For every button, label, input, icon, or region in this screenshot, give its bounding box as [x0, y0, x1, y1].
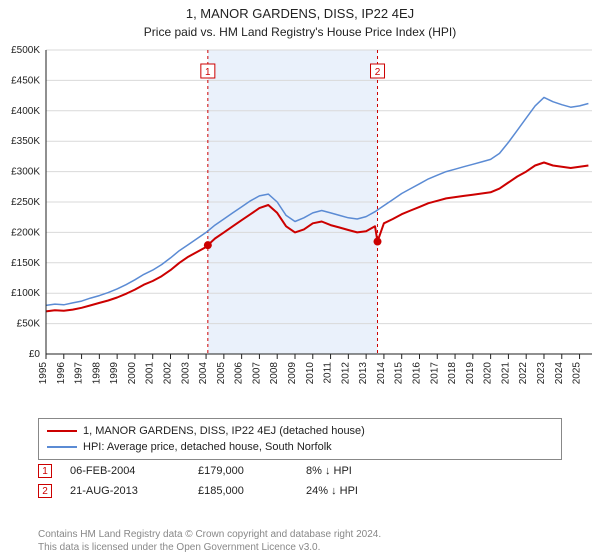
footer-attribution: Contains HM Land Registry data © Crown c… [38, 529, 562, 554]
footer-line-2: This data is licensed under the Open Gov… [38, 542, 562, 555]
svg-text:2006: 2006 [234, 362, 245, 385]
sale-row-2: 2 21-AUG-2013 £185,000 24% ↓ HPI [38, 484, 562, 498]
sale-date-1: 06-FEB-2004 [70, 465, 180, 477]
svg-text:2022: 2022 [518, 362, 529, 385]
svg-text:2014: 2014 [376, 362, 387, 385]
svg-text:1996: 1996 [56, 362, 67, 385]
svg-text:2003: 2003 [180, 362, 191, 385]
svg-text:2007: 2007 [251, 362, 262, 385]
sale-marker-1: 1 [38, 464, 52, 478]
svg-text:2024: 2024 [554, 362, 565, 385]
legend-swatch-hpi [47, 446, 77, 448]
svg-text:2008: 2008 [269, 362, 280, 385]
svg-text:1: 1 [205, 67, 211, 78]
price-chart: £0 £50K £100K £150K £200K £250K £300K £350K £400… [0, 44, 600, 410]
svg-text:2009: 2009 [287, 362, 298, 385]
legend: 1, MANOR GARDENS, DISS, IP22 4EJ (detach… [38, 418, 562, 460]
svg-text:£450K: £450K [11, 75, 40, 86]
sale-row-1: 1 06-FEB-2004 £179,000 8% ↓ HPI [38, 464, 562, 478]
svg-text:2023: 2023 [536, 362, 547, 385]
svg-text:£100K: £100K [11, 288, 40, 299]
sale-delta-2: 24% ↓ HPI [306, 485, 358, 497]
svg-text:£0: £0 [29, 349, 41, 360]
svg-text:£300K: £300K [11, 167, 40, 178]
svg-text:2016: 2016 [411, 362, 422, 385]
legend-item-property: 1, MANOR GARDENS, DISS, IP22 4EJ (detach… [47, 423, 553, 439]
svg-text:2020: 2020 [483, 362, 494, 385]
svg-text:2019: 2019 [465, 362, 476, 385]
svg-text:2021: 2021 [500, 362, 511, 385]
svg-text:£250K: £250K [11, 197, 40, 208]
svg-text:£200K: £200K [11, 227, 40, 238]
svg-text:2025: 2025 [572, 362, 583, 385]
svg-text:2013: 2013 [358, 362, 369, 385]
svg-text:£150K: £150K [11, 258, 40, 269]
svg-text:2001: 2001 [145, 362, 156, 385]
svg-text:2012: 2012 [340, 362, 351, 385]
sale-marker-2: 2 [38, 484, 52, 498]
svg-text:2017: 2017 [429, 362, 440, 385]
legend-label-hpi: HPI: Average price, detached house, Sout… [83, 439, 332, 455]
chart-svg: £0 £50K £100K £150K £200K £250K £300K £350K £400… [0, 44, 600, 410]
svg-text:1998: 1998 [91, 362, 102, 385]
svg-text:2005: 2005 [216, 362, 227, 385]
sale-delta-1: 8% ↓ HPI [306, 465, 352, 477]
legend-item-hpi: HPI: Average price, detached house, Sout… [47, 439, 553, 455]
sale-date-2: 21-AUG-2013 [70, 485, 180, 497]
chart-title-address: 1, MANOR GARDENS, DISS, IP22 4EJ [0, 0, 600, 21]
svg-text:1997: 1997 [74, 362, 85, 385]
svg-text:2: 2 [375, 67, 381, 78]
svg-text:1999: 1999 [109, 362, 120, 385]
footer-line-1: Contains HM Land Registry data © Crown c… [38, 529, 562, 542]
sale-price-1: £179,000 [198, 465, 288, 477]
svg-text:£350K: £350K [11, 136, 40, 147]
svg-text:2000: 2000 [127, 362, 138, 385]
sale-price-2: £185,000 [198, 485, 288, 497]
svg-text:£400K: £400K [11, 106, 40, 117]
legend-label-property: 1, MANOR GARDENS, DISS, IP22 4EJ (detach… [83, 423, 365, 439]
sales-list: 1 06-FEB-2004 £179,000 8% ↓ HPI 2 21-AUG… [38, 464, 562, 504]
svg-text:2011: 2011 [323, 362, 334, 384]
svg-text:2004: 2004 [198, 362, 209, 385]
chart-title-subtitle: Price paid vs. HM Land Registry's House … [0, 21, 600, 39]
svg-text:£500K: £500K [11, 45, 40, 56]
legend-swatch-property [47, 430, 77, 432]
svg-text:2002: 2002 [162, 362, 173, 385]
svg-text:2015: 2015 [394, 362, 405, 385]
svg-text:£50K: £50K [17, 319, 41, 330]
svg-text:2018: 2018 [447, 362, 458, 385]
svg-text:1995: 1995 [38, 362, 49, 385]
svg-text:2010: 2010 [305, 362, 316, 385]
